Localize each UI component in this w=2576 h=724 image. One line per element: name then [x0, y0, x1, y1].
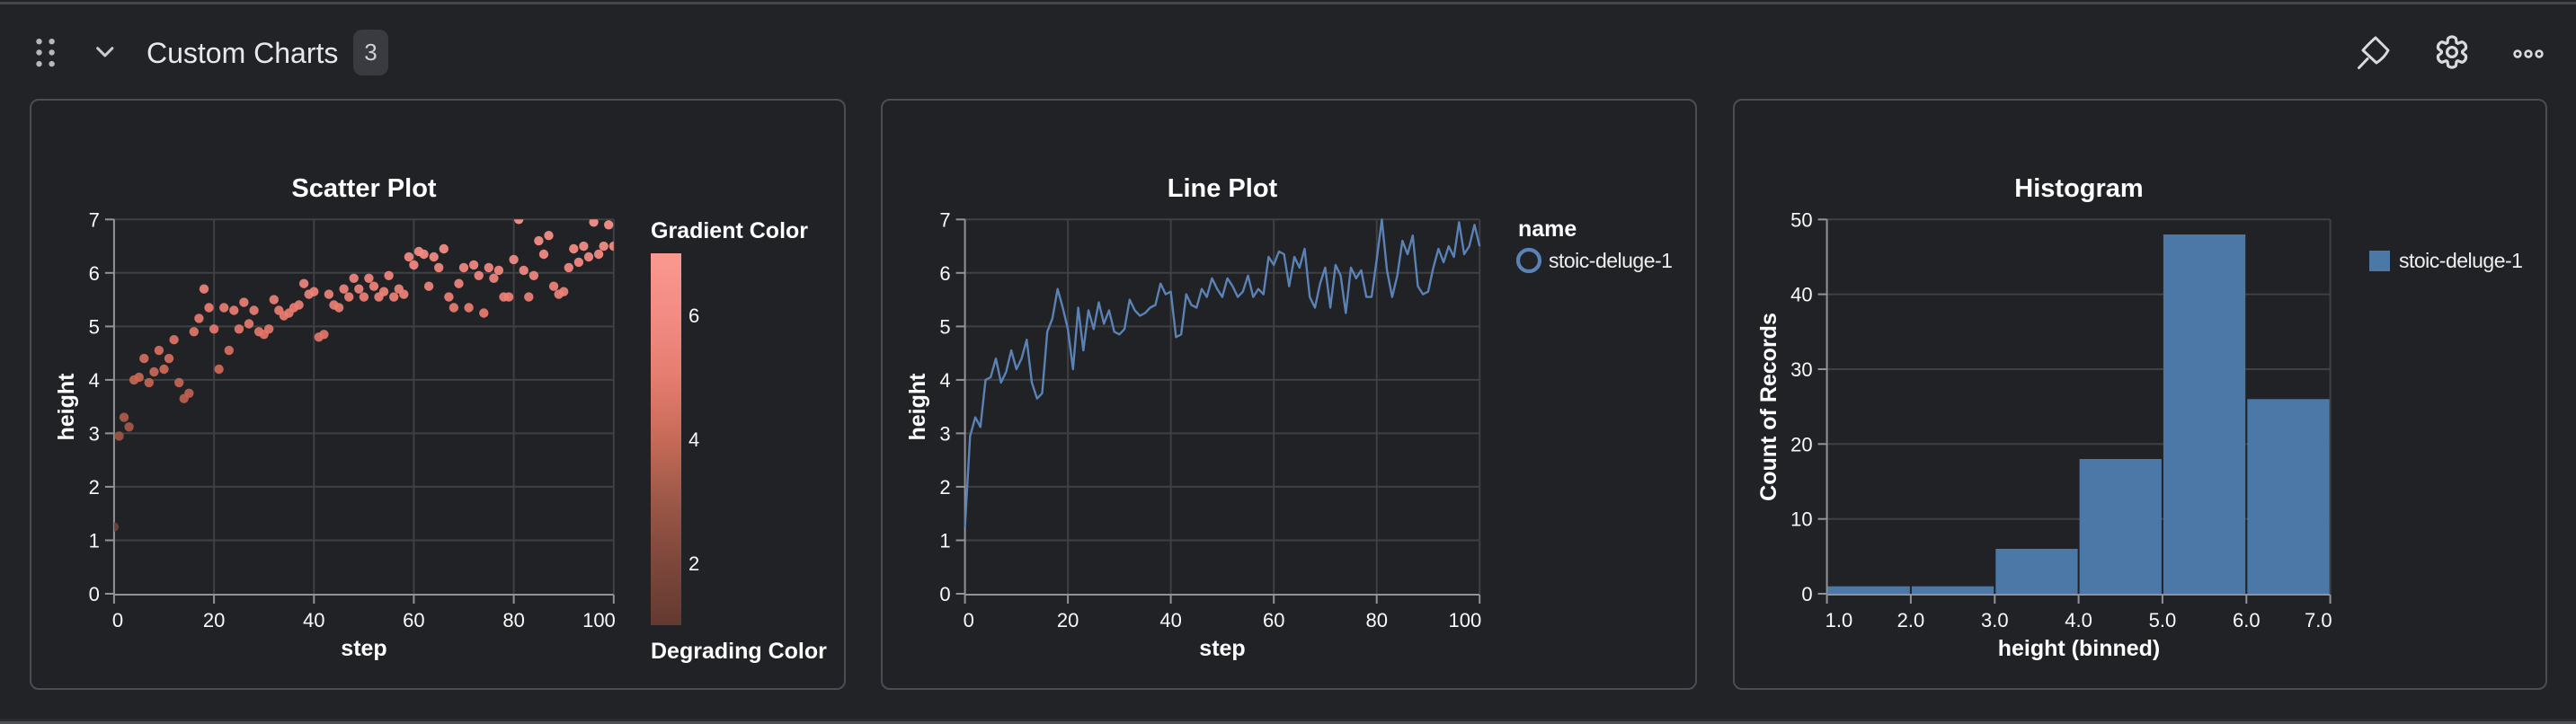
svg-text:3: 3: [939, 422, 950, 445]
svg-text:20: 20: [1057, 609, 1079, 631]
svg-text:30: 30: [1790, 358, 1812, 381]
svg-text:7: 7: [939, 208, 950, 231]
svg-text:6: 6: [939, 262, 950, 285]
svg-text:step: step: [341, 636, 386, 661]
svg-text:6: 6: [89, 262, 100, 285]
svg-text:2.0: 2.0: [1897, 609, 1925, 631]
svg-text:1: 1: [89, 530, 100, 552]
svg-text:60: 60: [1263, 609, 1284, 631]
svg-text:80: 80: [1365, 609, 1387, 631]
svg-text:6: 6: [688, 305, 699, 327]
svg-text:4: 4: [939, 369, 950, 392]
svg-text:10: 10: [1790, 508, 1812, 531]
svg-text:Scatter Plot: Scatter Plot: [291, 174, 436, 203]
svg-text:3: 3: [89, 422, 100, 445]
svg-text:7.0: 7.0: [2305, 609, 2332, 631]
svg-text:height: height: [54, 373, 79, 441]
svg-text:5: 5: [939, 315, 950, 338]
svg-text:0: 0: [89, 583, 100, 605]
svg-text:0: 0: [112, 609, 123, 631]
svg-text:50: 50: [1790, 208, 1812, 231]
svg-text:60: 60: [403, 609, 424, 631]
svg-text:20: 20: [203, 609, 225, 631]
svg-text:40: 40: [1159, 609, 1181, 631]
svg-text:2: 2: [939, 476, 950, 499]
svg-text:height (binned): height (binned): [1998, 636, 2161, 661]
svg-text:0: 0: [964, 609, 974, 631]
svg-text:2: 2: [688, 552, 699, 575]
svg-text:1: 1: [939, 530, 950, 552]
svg-text:3.0: 3.0: [1981, 609, 2009, 631]
svg-text:stoic-deluge-1: stoic-deluge-1: [2399, 249, 2522, 272]
svg-text:6.0: 6.0: [2233, 609, 2261, 631]
svg-text:height: height: [905, 373, 930, 441]
svg-text:100: 100: [582, 609, 616, 631]
svg-text:5: 5: [89, 315, 100, 338]
svg-text:4: 4: [89, 369, 100, 392]
svg-text:80: 80: [502, 609, 524, 631]
svg-text:20: 20: [1790, 433, 1812, 455]
svg-text:Count of Records: Count of Records: [1756, 313, 1781, 501]
svg-text:5.0: 5.0: [2149, 609, 2177, 631]
svg-text:1.0: 1.0: [1825, 609, 1853, 631]
svg-text:Histogram: Histogram: [2014, 174, 2143, 203]
svg-text:stoic-deluge-1: stoic-deluge-1: [1549, 249, 1672, 272]
svg-text:4: 4: [688, 428, 699, 451]
svg-text:name: name: [1518, 216, 1577, 242]
svg-text:0: 0: [939, 583, 950, 605]
svg-text:2: 2: [89, 476, 100, 499]
svg-text:Degrading Color: Degrading Color: [651, 639, 827, 664]
svg-text:7: 7: [89, 208, 100, 231]
svg-text:step: step: [1199, 636, 1245, 661]
svg-text:40: 40: [303, 609, 324, 631]
svg-text:Gradient Color: Gradient Color: [651, 218, 808, 243]
svg-text:4.0: 4.0: [2065, 609, 2092, 631]
svg-text:0: 0: [1801, 583, 1812, 605]
svg-text:100: 100: [1448, 609, 1481, 631]
svg-text:40: 40: [1790, 284, 1812, 306]
svg-text:Line Plot: Line Plot: [1168, 174, 1278, 203]
